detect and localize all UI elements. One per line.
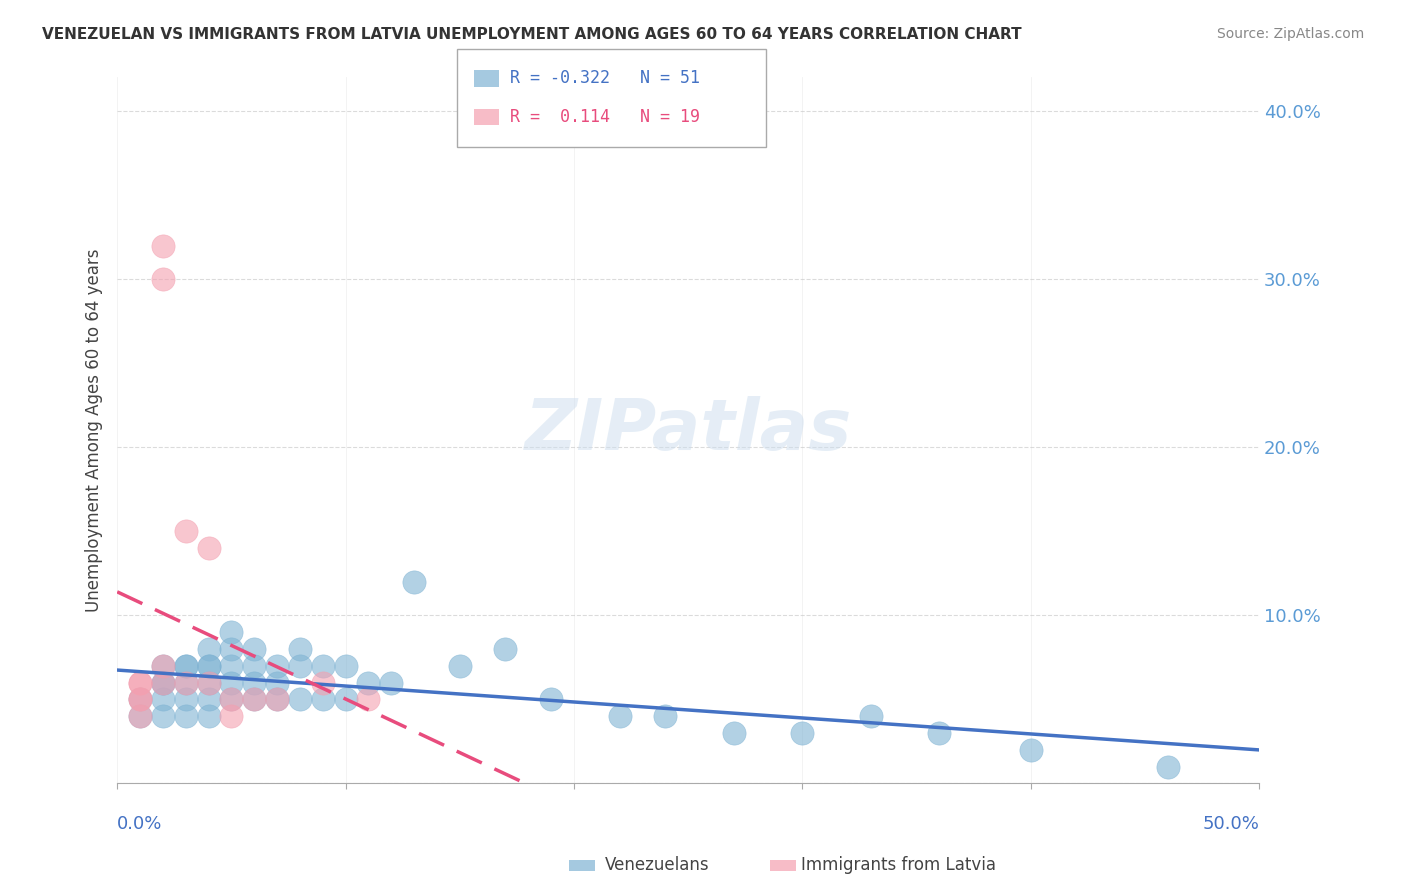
Point <box>494 642 516 657</box>
Text: Source: ZipAtlas.com: Source: ZipAtlas.com <box>1216 27 1364 41</box>
Point <box>197 658 219 673</box>
Point <box>174 658 197 673</box>
Point <box>197 675 219 690</box>
Point <box>197 658 219 673</box>
Text: 50.0%: 50.0% <box>1202 815 1258 833</box>
Point <box>221 658 243 673</box>
Point <box>792 726 814 740</box>
Point <box>174 524 197 539</box>
Point <box>654 709 676 723</box>
Point <box>129 675 152 690</box>
Point <box>243 658 266 673</box>
Point <box>174 658 197 673</box>
Point <box>266 692 288 706</box>
Point <box>129 709 152 723</box>
Point <box>540 692 562 706</box>
Text: Venezuelans: Venezuelans <box>605 856 709 874</box>
Point <box>357 692 380 706</box>
Point <box>152 675 174 690</box>
Point <box>197 692 219 706</box>
Point <box>221 642 243 657</box>
Point <box>266 692 288 706</box>
Point <box>312 675 335 690</box>
Point <box>723 726 745 740</box>
Text: 0.0%: 0.0% <box>117 815 163 833</box>
Point <box>609 709 631 723</box>
Point <box>243 692 266 706</box>
Point <box>1019 743 1042 757</box>
Point <box>152 658 174 673</box>
Point <box>152 692 174 706</box>
Point <box>1156 760 1178 774</box>
Point <box>152 709 174 723</box>
Point <box>221 692 243 706</box>
Point <box>221 709 243 723</box>
Point <box>129 692 152 706</box>
Point <box>221 692 243 706</box>
Point <box>221 675 243 690</box>
Point <box>152 658 174 673</box>
Point <box>243 675 266 690</box>
Point <box>335 692 357 706</box>
Text: Immigrants from Latvia: Immigrants from Latvia <box>801 856 997 874</box>
Y-axis label: Unemployment Among Ages 60 to 64 years: Unemployment Among Ages 60 to 64 years <box>86 249 103 612</box>
Point <box>928 726 950 740</box>
Point <box>312 692 335 706</box>
Point <box>449 658 471 673</box>
Point <box>357 675 380 690</box>
Point <box>129 692 152 706</box>
Point <box>197 642 219 657</box>
Point <box>288 658 311 673</box>
Point <box>312 658 335 673</box>
Point <box>266 675 288 690</box>
Point <box>243 642 266 657</box>
Point <box>174 709 197 723</box>
Point <box>152 272 174 286</box>
Point <box>129 709 152 723</box>
Point <box>174 675 197 690</box>
Point <box>380 675 402 690</box>
Point <box>335 658 357 673</box>
Point <box>129 692 152 706</box>
Point <box>243 692 266 706</box>
Point <box>174 675 197 690</box>
Point <box>859 709 882 723</box>
Text: VENEZUELAN VS IMMIGRANTS FROM LATVIA UNEMPLOYMENT AMONG AGES 60 TO 64 YEARS CORR: VENEZUELAN VS IMMIGRANTS FROM LATVIA UNE… <box>42 27 1022 42</box>
Point <box>129 675 152 690</box>
Text: R = -0.322   N = 51: R = -0.322 N = 51 <box>510 70 700 87</box>
Text: R =  0.114   N = 19: R = 0.114 N = 19 <box>510 108 700 126</box>
Point <box>197 675 219 690</box>
Point <box>221 625 243 640</box>
Point <box>402 574 425 589</box>
Point <box>152 675 174 690</box>
Point <box>288 642 311 657</box>
Point <box>152 675 174 690</box>
Point <box>288 692 311 706</box>
Point <box>174 692 197 706</box>
Point <box>197 541 219 556</box>
Point <box>266 658 288 673</box>
Point <box>152 238 174 252</box>
Point <box>197 709 219 723</box>
Text: ZIPatlas: ZIPatlas <box>524 396 852 465</box>
